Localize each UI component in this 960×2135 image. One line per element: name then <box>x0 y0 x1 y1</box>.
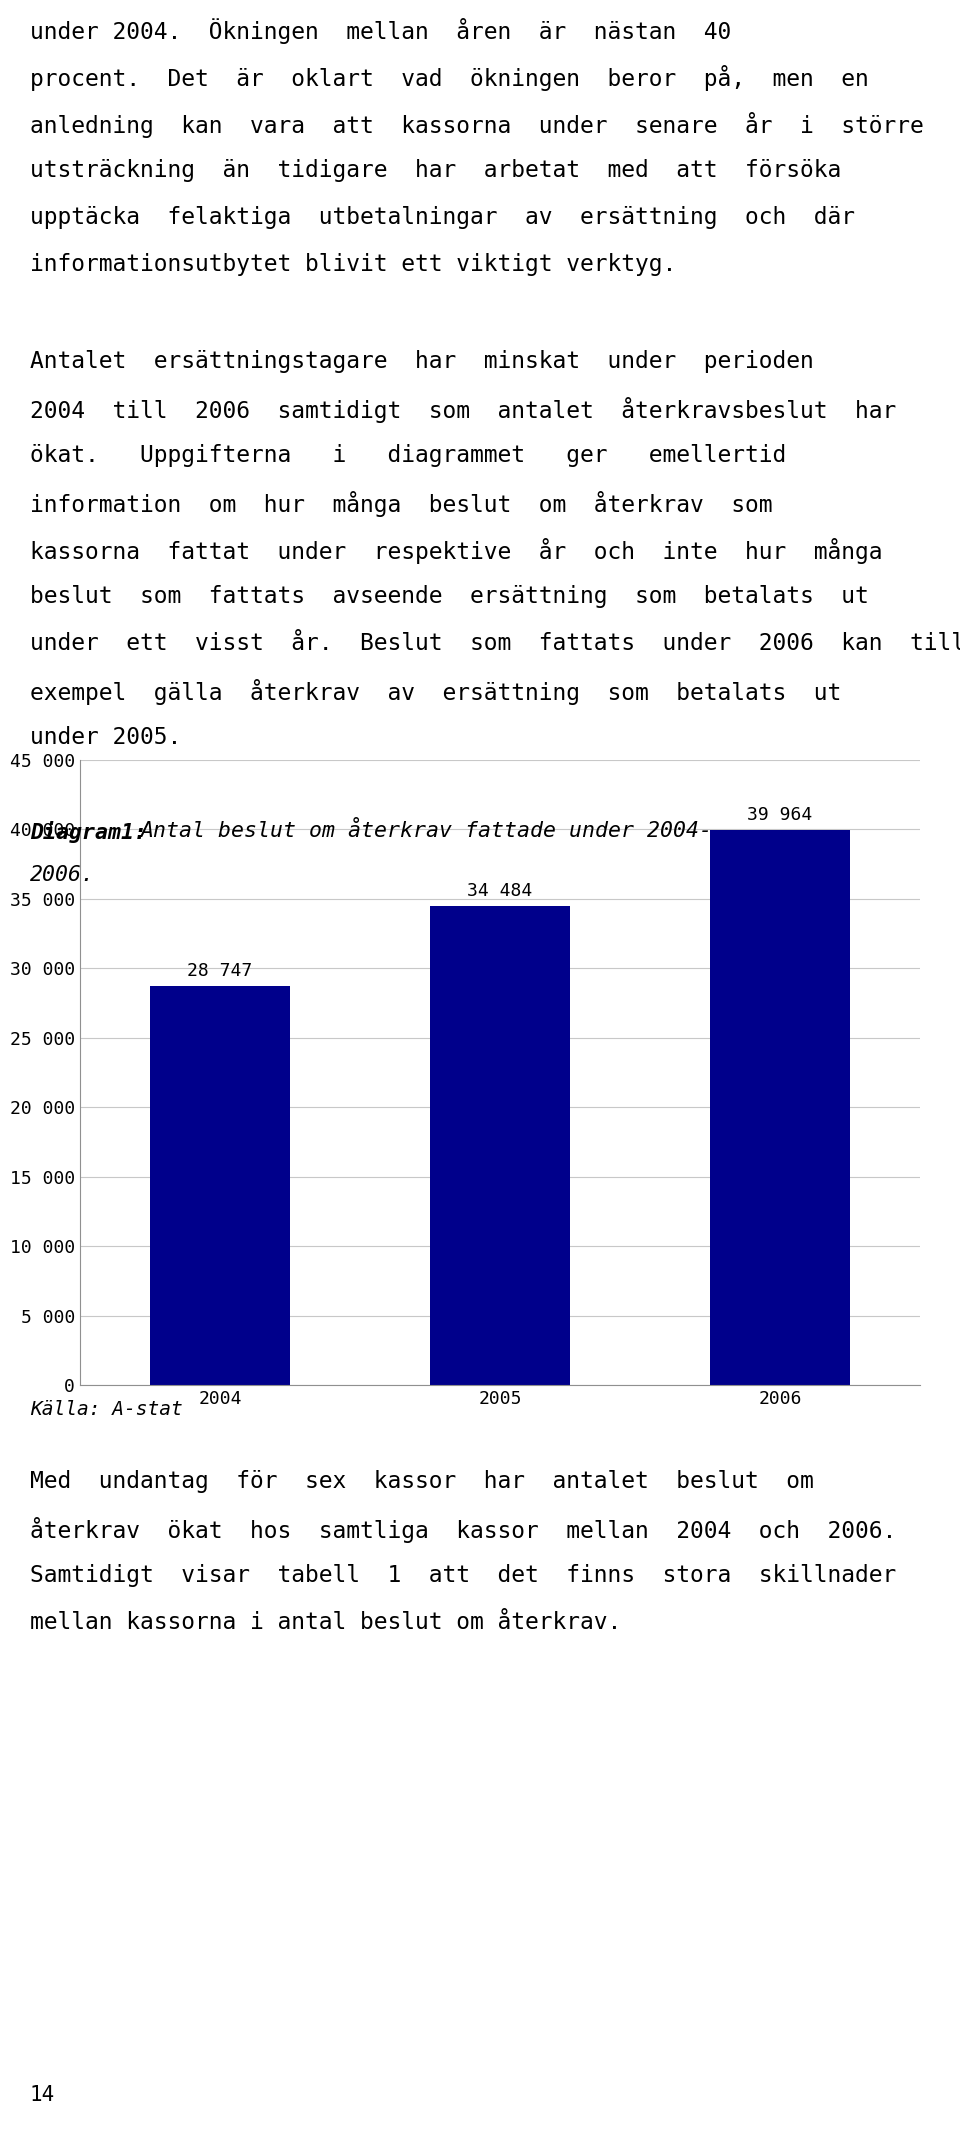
Text: Samtidigt  visar  tabell  1  att  det  finns  stora  skillnader: Samtidigt visar tabell 1 att det finns s… <box>30 1565 897 1586</box>
Text: utsträckning  än  tidigare  har  arbetat  med  att  försöka: utsträckning än tidigare har arbetat med… <box>30 158 841 181</box>
Text: återkrav  ökat  hos  samtliga  kassor  mellan  2004  och  2006.: återkrav ökat hos samtliga kassor mellan… <box>30 1518 897 1544</box>
Text: 39 964: 39 964 <box>748 807 812 824</box>
Text: informationsutbytet blivit ett viktigt verktyg.: informationsutbytet blivit ett viktigt v… <box>30 254 676 275</box>
Text: anledning  kan  vara  att  kassorna  under  senare  år  i  större: anledning kan vara att kassorna under se… <box>30 111 924 139</box>
Text: Diagram1:: Diagram1: <box>30 822 147 843</box>
Text: Med  undantag  för  sex  kassor  har  antalet  beslut  om: Med undantag för sex kassor har antalet … <box>30 1471 814 1492</box>
Text: 14: 14 <box>30 2086 56 2105</box>
Text: exempel  gälla  återkrav  av  ersättning  som  betalats  ut: exempel gälla återkrav av ersättning som… <box>30 679 841 705</box>
Text: under 2005.: under 2005. <box>30 726 181 749</box>
Text: 34 484: 34 484 <box>468 882 533 901</box>
Text: 28 747: 28 747 <box>187 963 252 980</box>
Text: Källa: A-stat: Källa: A-stat <box>30 1401 182 1420</box>
Text: beslut  som  fattats  avseende  ersättning  som  betalats  ut: beslut som fattats avseende ersättning s… <box>30 585 869 608</box>
Text: information  om  hur  många  beslut  om  återkrav  som: information om hur många beslut om återk… <box>30 491 773 517</box>
Text: kassorna  fattat  under  respektive  år  och  inte  hur  många: kassorna fattat under respektive år och … <box>30 538 882 564</box>
Text: under  ett  visst  år.  Beslut  som  fattats  under  2006  kan  till: under ett visst år. Beslut som fattats u… <box>30 632 960 655</box>
Text: 2004  till  2006  samtidigt  som  antalet  återkravsbeslut  har: 2004 till 2006 samtidigt som antalet åte… <box>30 397 897 423</box>
Bar <box>710 831 850 1386</box>
Text: mellan kassorna i antal beslut om återkrav.: mellan kassorna i antal beslut om återkr… <box>30 1612 621 1633</box>
Bar <box>150 986 290 1386</box>
Text: ökat.   Uppgifterna   i   diagrammet   ger   emellertid: ökat. Uppgifterna i diagrammet ger emell… <box>30 444 786 468</box>
Text: Antal beslut om återkrav fattade under 2004-: Antal beslut om återkrav fattade under 2… <box>140 822 712 841</box>
Text: Antalet  ersättningstagare  har  minskat  under  perioden: Antalet ersättningstagare har minskat un… <box>30 350 814 374</box>
Text: upptäcka  felaktiga  utbetalningar  av  ersättning  och  där: upptäcka felaktiga utbetalningar av ersä… <box>30 205 855 228</box>
Text: 2006.: 2006. <box>30 865 95 886</box>
Text: procent.  Det  är  oklart  vad  ökningen  beror  på,  men  en: procent. Det är oklart vad ökningen bero… <box>30 64 869 92</box>
Text: under 2004.  Ökningen  mellan  åren  är  nästan  40: under 2004. Ökningen mellan åren är näst… <box>30 17 732 45</box>
Bar <box>430 905 570 1386</box>
